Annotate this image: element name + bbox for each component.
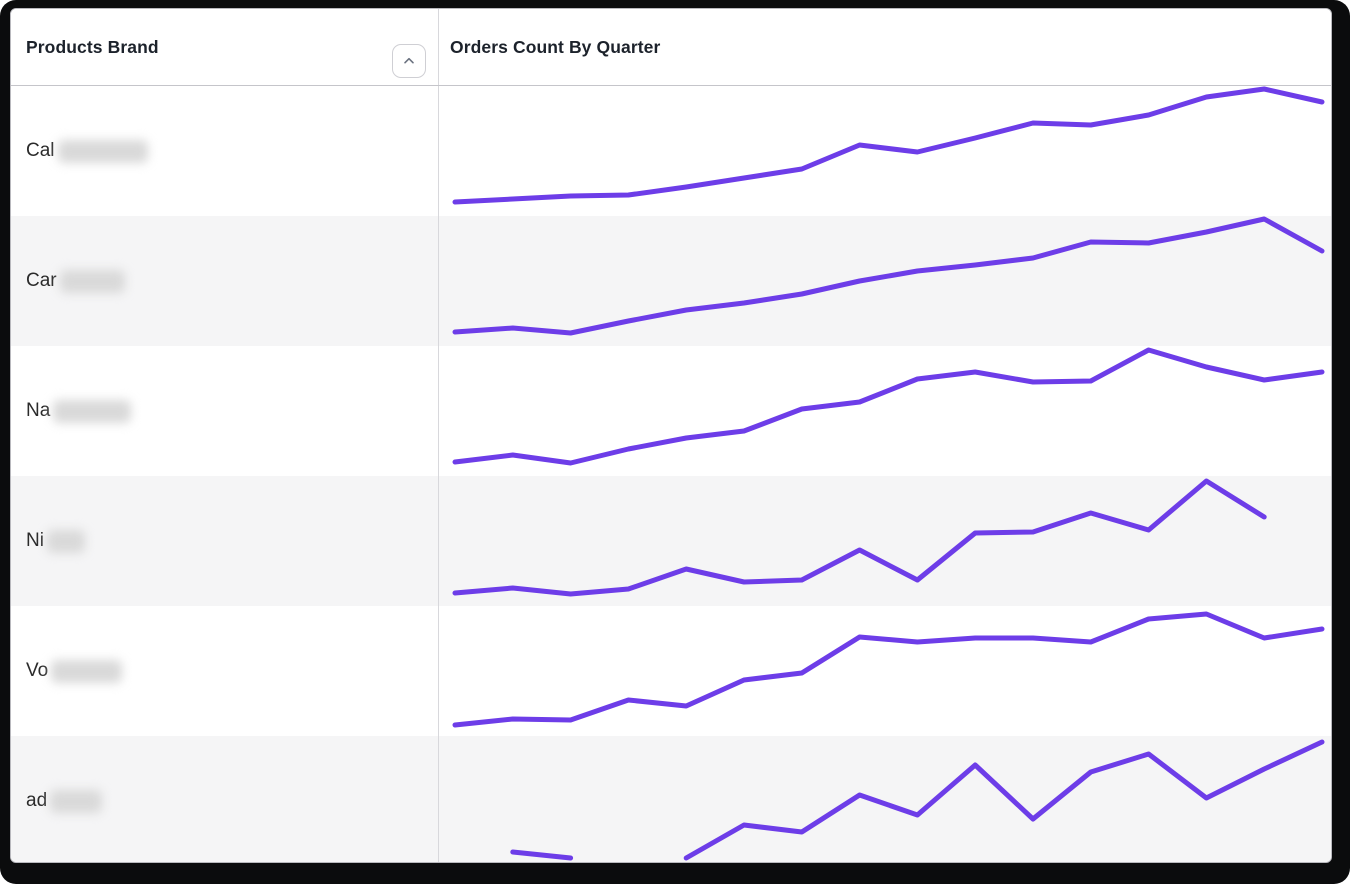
table-row: Ni <box>11 476 1331 606</box>
chevron-up-icon <box>401 53 417 69</box>
table-row: Car <box>11 216 1331 346</box>
redacted-brand-text <box>59 269 125 293</box>
sparkline-chart <box>452 86 1325 205</box>
brand-cell: Car <box>11 216 439 346</box>
redacted-brand-text <box>57 139 148 163</box>
sparkline-chart <box>452 611 1325 728</box>
brand-cell: Na <box>11 346 439 476</box>
table-row: Na <box>11 346 1331 476</box>
brand-label: Ni <box>26 530 44 551</box>
products-brand-header-label: Products Brand <box>26 36 159 57</box>
chart-cell <box>439 86 1331 216</box>
brand-cell: ad <box>11 736 439 862</box>
sparkline-chart <box>510 739 1325 861</box>
table-row: Vo <box>11 606 1331 736</box>
sparkline-chart <box>452 216 1325 336</box>
table-row: Cal <box>11 86 1331 216</box>
data-table-panel: Products Brand Orders Count By Quarter C… <box>10 8 1332 863</box>
chart-cell <box>439 346 1331 476</box>
brand-label: ad <box>26 790 48 811</box>
sort-button[interactable] <box>392 44 426 78</box>
column-header-orders-count: Orders Count By Quarter <box>439 9 1331 85</box>
brand-label: Na <box>26 400 51 421</box>
chart-cell <box>439 606 1331 736</box>
brand-cell: Ni <box>11 476 439 606</box>
brand-label: Cal <box>26 140 55 161</box>
table-body: Cal Car Na Ni Vo ad <box>11 86 1331 862</box>
redacted-brand-text <box>51 659 123 683</box>
chart-cell <box>439 216 1331 346</box>
table-row: ad <box>11 736 1331 862</box>
orders-count-header-label: Orders Count By Quarter <box>450 36 661 57</box>
table-header-row: Products Brand Orders Count By Quarter <box>11 9 1331 86</box>
chart-cell <box>439 736 1331 862</box>
sparkline-chart <box>452 478 1267 597</box>
redacted-brand-text <box>46 529 85 553</box>
sparkline-chart <box>452 347 1325 466</box>
brand-cell: Vo <box>11 606 439 736</box>
column-header-products-brand: Products Brand <box>11 9 439 85</box>
brand-label: Car <box>26 270 57 291</box>
redacted-brand-text <box>53 399 132 423</box>
brand-cell: Cal <box>11 86 439 216</box>
redacted-brand-text <box>50 789 103 813</box>
chart-cell <box>439 476 1331 606</box>
brand-label: Vo <box>26 660 49 681</box>
